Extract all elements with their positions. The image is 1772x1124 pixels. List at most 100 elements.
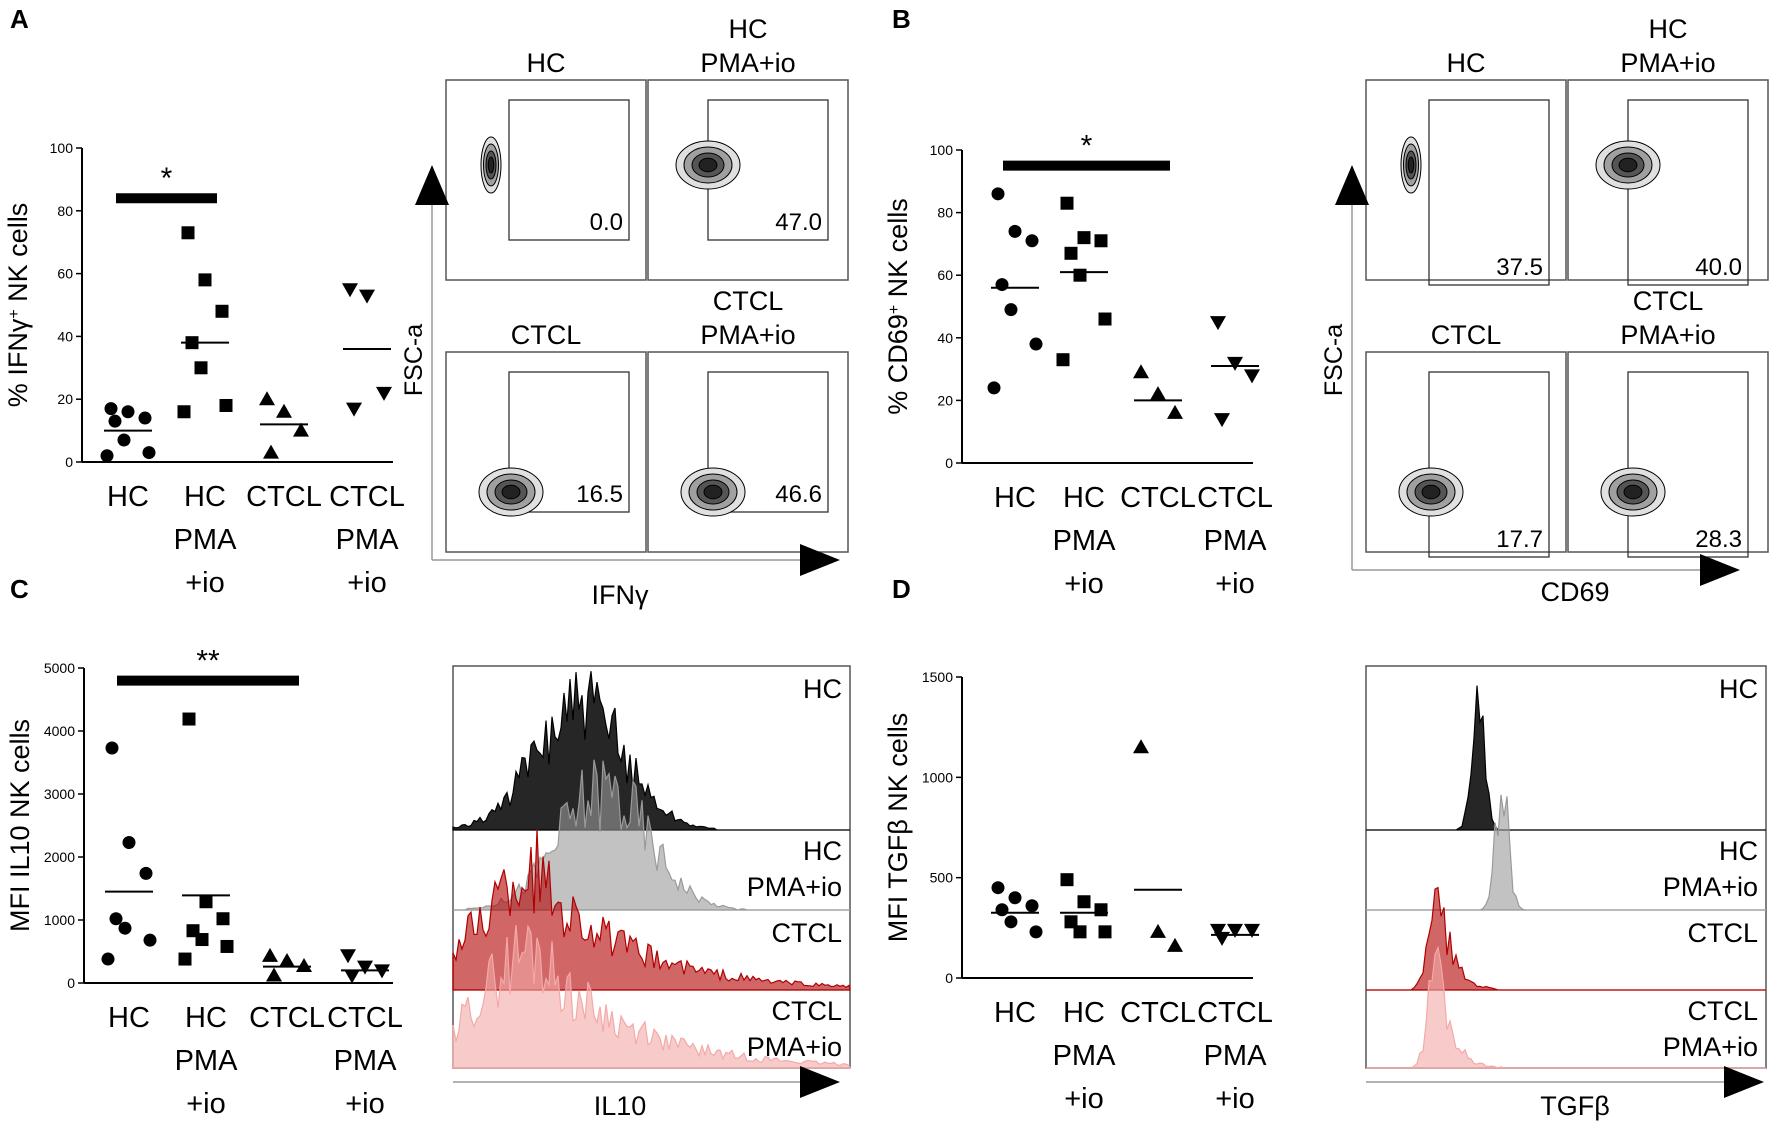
b-scatter-category-label: PMA	[1053, 525, 1117, 557]
c-scatter-data-point	[178, 952, 192, 966]
d-scatter-y-label: MFI TGFβ NK cells	[883, 713, 913, 943]
a-flow-contour	[675, 140, 741, 190]
c-scatter-category-label: PMA	[334, 1045, 398, 1077]
a-flow-y-axis-label: FSC-a	[400, 324, 428, 396]
b-scatter-data-point	[1167, 404, 1183, 419]
a-scatter-data-point	[259, 391, 275, 406]
b-flow-gate-value: 17.7	[1496, 526, 1543, 553]
b-scatter-data-point	[1214, 413, 1230, 428]
b-scatter-y-tick-label: 20	[937, 392, 953, 408]
c-scatter-data-point	[199, 895, 213, 909]
c-scatter-category-label: +io	[186, 1088, 226, 1120]
panel-label-b: B	[892, 4, 911, 34]
a-flow-y-axis-arrow	[415, 165, 449, 205]
b-flow-plot-subtitle: PMA+io	[1620, 320, 1715, 350]
a-scatter-y-tick-label: 60	[57, 266, 73, 282]
d-scatter-data-point	[1133, 739, 1149, 754]
c-histogram-track-sublabel: PMA+io	[747, 872, 842, 902]
a-scatter-category-label: PMA	[174, 524, 238, 556]
a-scatter-data-point	[276, 403, 292, 418]
a-scatter-category-label: CTCL	[329, 481, 405, 513]
c-scatter-data-point	[296, 957, 312, 972]
a-flow-plot-title: CTCL	[713, 286, 784, 316]
c-scatter-y-tick-label: 1000	[44, 912, 75, 928]
a-flow-contour-level	[703, 484, 723, 500]
a-scatter-category-label: HC	[184, 481, 226, 513]
b-scatter-data-point	[1004, 303, 1018, 317]
b-flow-plot-frame	[1567, 351, 1769, 553]
d-histogram-x-axis-label: TGFβ	[1540, 1091, 1610, 1121]
b-scatter-data-point	[1098, 312, 1112, 326]
b-flow-contour	[1400, 136, 1422, 194]
d-scatter-data-point	[1064, 915, 1078, 929]
c-scatter-data-point	[105, 741, 119, 755]
d-scatter-y-tick-label: 1500	[922, 669, 953, 685]
d-scatter-data-point	[1073, 925, 1087, 939]
b-flow-plot-title: HC	[1447, 48, 1486, 78]
a-flow-gate-value: 0.0	[590, 209, 623, 236]
b-scatter-y-tick-label: 100	[930, 142, 954, 158]
c-histogram-histogram-1	[453, 759, 850, 911]
a-scatter-category-label: PMA	[336, 524, 400, 556]
c-scatter-data-point	[262, 947, 278, 962]
d-scatter-y-tick-label: 500	[930, 870, 954, 886]
c-scatter-category-label: PMA	[175, 1045, 239, 1077]
d-scatter-category-label: PMA	[1053, 1040, 1117, 1072]
a-scatter-data-point	[376, 386, 392, 401]
d-scatter-data-point	[1094, 903, 1108, 917]
a-scatter-category-label: +io	[347, 567, 387, 599]
c-scatter-category-label: CTCL	[327, 1002, 403, 1034]
a-flow-gate-value: 47.0	[775, 209, 822, 236]
b-scatter-data-point	[991, 187, 1005, 201]
b-flow-y-axis-label: FSC-a	[1320, 324, 1348, 396]
b-flow-plot-title: HC	[1649, 14, 1688, 44]
a-scatter-data-point	[263, 444, 279, 459]
c-scatter-data-point	[109, 912, 123, 926]
b-scatter-data-point	[1060, 196, 1074, 210]
a-scatter-y-tick-label: 80	[57, 203, 73, 219]
d-scatter-category-label: CTCL	[1120, 997, 1196, 1029]
d-scatter-data-point	[991, 881, 1005, 895]
b-flow-plot-frame	[1365, 79, 1567, 281]
a-scatter-data-point	[215, 304, 229, 318]
b-scatter-category-label: PMA	[1204, 525, 1268, 557]
a-flow-gate	[707, 371, 829, 513]
a-scatter-category-label: +io	[185, 567, 225, 599]
c-scatter-y-tick-label: 5000	[44, 660, 75, 676]
d-histogram-histogram-3	[1366, 945, 1766, 1069]
d-scatter-category-label: HC	[1063, 997, 1105, 1029]
d-histogram-histogram-0	[1366, 685, 1766, 831]
a-flow-plot-frame	[445, 351, 647, 553]
b-flow-gate-value: 37.5	[1496, 254, 1543, 281]
a-scatter-data-point	[359, 289, 375, 304]
a-flow-plot-frame	[647, 79, 849, 281]
a-scatter-y-tick-label: 40	[57, 328, 73, 344]
a-scatter-data-point	[181, 226, 195, 240]
c-histogram-x-axis-arrow	[800, 1066, 840, 1098]
b-scatter-data-point	[1064, 246, 1078, 260]
b-scatter-category-label: CTCL	[1197, 482, 1273, 514]
a-scatter-y-tick-label: 20	[57, 391, 73, 407]
panel-label-d: D	[892, 574, 911, 604]
a-scatter-data-point	[219, 398, 233, 412]
panel-label-a: A	[10, 4, 29, 34]
b-scatter-data-point	[1244, 369, 1260, 384]
b-scatter-data-point	[1094, 234, 1108, 248]
c-histogram-x-axis-label: IL10	[594, 1091, 647, 1121]
b-scatter-data-point	[1227, 356, 1243, 371]
d-scatter-data-point	[1227, 923, 1243, 938]
a-scatter-data-point	[142, 446, 156, 460]
b-flow-contour-level	[1623, 484, 1643, 500]
b-flow-gate	[1627, 371, 1749, 558]
b-flow-plot-frame	[1567, 79, 1769, 281]
c-histogram-histogram-0	[452, 671, 850, 831]
a-flow-plot-subtitle: PMA+io	[700, 48, 795, 78]
a-flow-gate	[508, 99, 630, 241]
a-scatter-category-label: CTCL	[246, 481, 322, 513]
a-flow-x-axis-arrow	[800, 544, 840, 576]
c-scatter-data-point	[266, 967, 282, 982]
a-flow-contour	[478, 467, 544, 517]
a-flow-contour-level	[698, 157, 718, 173]
a-scatter-data-point	[121, 405, 135, 419]
a-scatter-data-point	[177, 405, 191, 419]
